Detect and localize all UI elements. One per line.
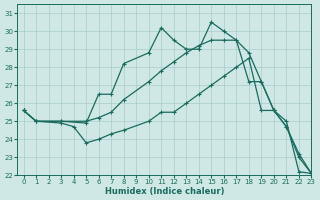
X-axis label: Humidex (Indice chaleur): Humidex (Indice chaleur) xyxy=(105,187,224,196)
